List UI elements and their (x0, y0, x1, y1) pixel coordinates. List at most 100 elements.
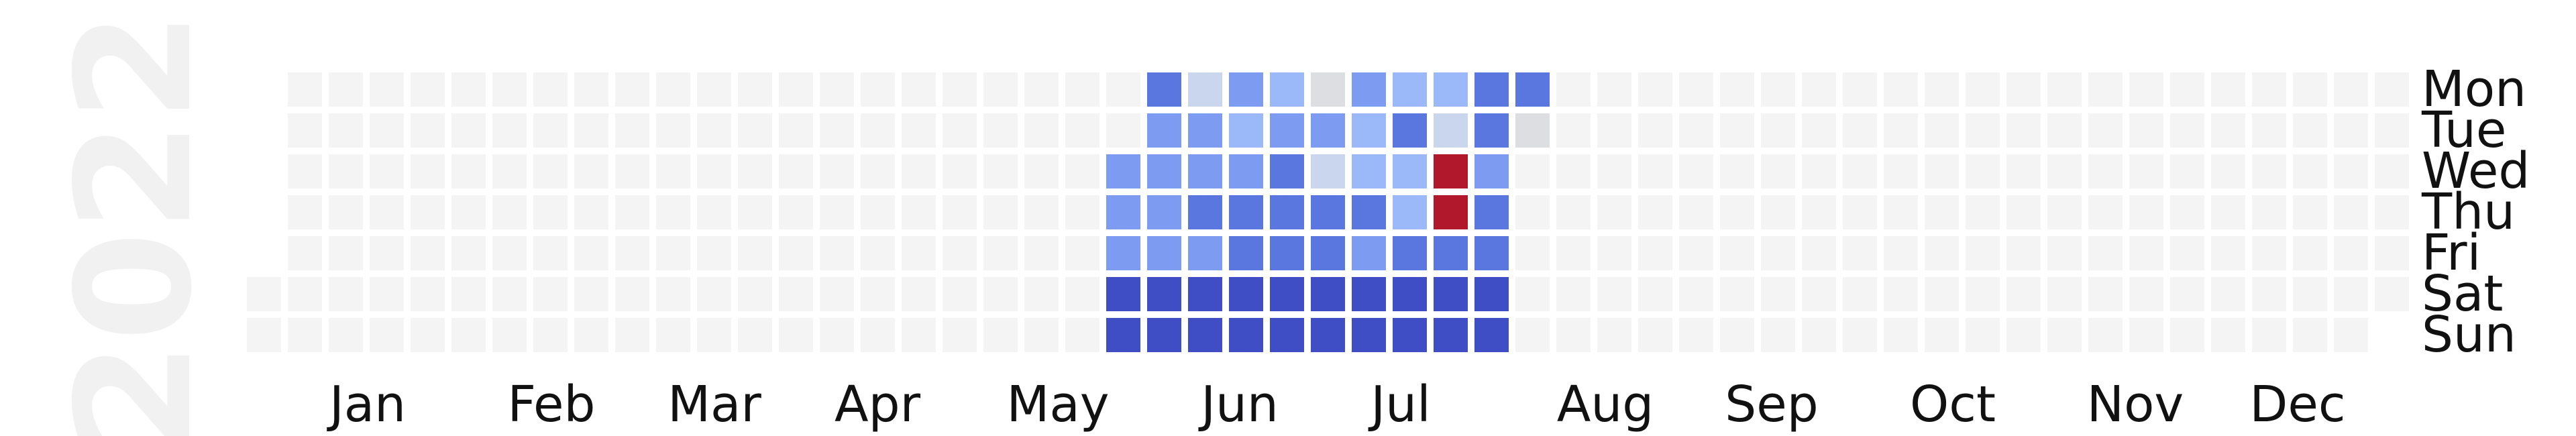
day-cell-2022-06-09 (1188, 195, 1222, 229)
day-cell-2022-08-21 (1597, 318, 1631, 352)
day-cell-2022-02-21 (574, 72, 608, 107)
day-cell-2022-12-21 (2334, 154, 2368, 188)
day-cell-2022-05-16 (1065, 72, 1099, 107)
day-cell-2022-08-18 (1597, 195, 1631, 229)
day-cell-2022-05-29 (1106, 318, 1140, 352)
day-cell-2022-04-03 (779, 318, 813, 352)
day-cell-2022-05-17 (1065, 113, 1099, 148)
day-cell-2022-12-31 (2375, 277, 2409, 311)
day-cell-2022-08-19 (1597, 236, 1631, 270)
day-cell-2022-04-18 (902, 72, 936, 107)
day-cell-2022-08-16 (1597, 113, 1631, 148)
day-cell-2022-11-09 (2088, 154, 2123, 188)
day-cell-2022-12-30 (2375, 236, 2409, 270)
year-label: 2022 (42, 11, 227, 436)
day-cell-2022-12-04 (2211, 318, 2245, 352)
day-cell-2022-10-26 (2006, 154, 2041, 188)
month-label-jul: Jul (1368, 376, 1430, 433)
day-cell-2022-11-03 (2047, 195, 2082, 229)
day-cell-2022-06-10 (1188, 236, 1222, 270)
day-cell-2022-07-22 (1434, 236, 1468, 270)
day-cell-2022-03-02 (615, 154, 649, 188)
day-cell-2022-03-29 (779, 113, 813, 148)
day-cell-2022-05-20 (1065, 236, 1099, 270)
day-cell-2022-05-23 (1106, 72, 1140, 107)
day-cell-2022-12-24 (2334, 277, 2368, 311)
day-cell-2022-06-30 (1311, 195, 1345, 229)
day-cell-2022-06-13 (1229, 72, 1263, 107)
day-cell-2022-09-07 (1720, 154, 1754, 188)
month-label-jun: Jun (1198, 376, 1279, 433)
day-cell-2022-02-28 (615, 72, 649, 107)
day-cell-2022-06-03 (1147, 236, 1181, 270)
day-cell-2022-05-05 (983, 195, 1018, 229)
day-cell-2022-11-10 (2088, 195, 2123, 229)
day-cell-2022-02-17 (533, 195, 568, 229)
day-cell-2022-10-06 (1884, 195, 1918, 229)
day-cell-2022-08-07 (1515, 318, 1550, 352)
day-cell-2022-04-29 (943, 236, 977, 270)
day-cell-2022-09-19 (1802, 72, 1836, 107)
day-cell-2022-11-02 (2047, 154, 2082, 188)
day-cell-2022-04-06 (820, 154, 854, 188)
day-cell-2022-07-30 (1474, 277, 1509, 311)
day-cell-2022-04-22 (902, 236, 936, 270)
weekday-label-tue: Tue (2421, 101, 2506, 159)
day-cell-2022-03-24 (738, 195, 772, 229)
weekday-label-wed: Wed (2422, 142, 2530, 200)
weekday-label-thu: Thu (2421, 183, 2515, 241)
day-cell-2022-11-26 (2170, 277, 2204, 311)
day-cell-2022-09-23 (1802, 236, 1836, 270)
day-cell-2022-08-24 (1638, 154, 1672, 188)
day-cell-2022-12-11 (2252, 318, 2286, 352)
day-cell-2022-10-28 (2006, 236, 2041, 270)
day-cell-2022-08-14 (1556, 318, 1591, 352)
day-cell-2022-05-01 (943, 318, 977, 352)
day-cell-2022-06-25 (1270, 277, 1304, 311)
day-cell-2022-04-02 (779, 277, 813, 311)
day-cell-2022-01-19 (370, 154, 404, 188)
month-label-jan: Jan (327, 376, 406, 433)
day-cell-2022-07-17 (1393, 318, 1427, 352)
day-cell-2022-05-26 (1106, 195, 1140, 229)
day-cell-2022-02-22 (574, 113, 608, 148)
day-cell-2022-12-12 (2293, 72, 2327, 107)
day-cell-2022-04-23 (902, 277, 936, 311)
day-cell-2022-06-22 (1270, 154, 1304, 188)
day-cell-2022-06-20 (1270, 72, 1304, 107)
day-cell-2022-05-25 (1106, 154, 1140, 188)
day-cell-2022-09-26 (1843, 72, 1877, 107)
day-cell-2022-05-08 (983, 318, 1018, 352)
day-cell-2022-11-29 (2211, 113, 2245, 148)
day-cell-2022-04-19 (902, 113, 936, 148)
day-cell-2022-11-05 (2047, 277, 2082, 311)
day-cell-2022-01-12 (329, 154, 363, 188)
day-cell-2022-01-13 (329, 195, 363, 229)
day-cell-2022-06-07 (1188, 113, 1222, 148)
day-cell-2022-02-09 (492, 154, 527, 188)
day-cell-2022-11-07 (2088, 72, 2123, 107)
day-cell-2022-06-15 (1229, 154, 1263, 188)
day-cell-2022-04-26 (943, 113, 977, 148)
day-cell-2022-08-25 (1638, 195, 1672, 229)
day-cell-2022-01-18 (370, 113, 404, 148)
day-cell-2022-11-16 (2129, 154, 2163, 188)
day-cell-2022-07-02 (1311, 277, 1345, 311)
day-cell-2022-12-10 (2252, 277, 2286, 311)
day-cell-2022-04-24 (902, 318, 936, 352)
day-cell-2022-09-25 (1802, 318, 1836, 352)
day-cell-2022-06-18 (1229, 277, 1263, 311)
month-label-mar: Mar (667, 376, 761, 433)
day-cell-2022-09-06 (1720, 113, 1754, 148)
day-cell-2022-12-02 (2211, 236, 2245, 270)
day-cell-2022-11-19 (2129, 277, 2163, 311)
day-cell-2022-05-11 (1024, 154, 1059, 188)
day-cell-2022-07-07 (1352, 195, 1386, 229)
day-cell-2022-11-23 (2170, 154, 2204, 188)
day-cell-2022-12-22 (2334, 195, 2368, 229)
month-label-oct: Oct (1910, 376, 1996, 433)
day-cell-2022-02-25 (574, 236, 608, 270)
day-cell-2022-11-14 (2129, 72, 2163, 107)
day-cell-2022-10-09 (1884, 318, 1918, 352)
day-cell-2022-07-26 (1474, 113, 1509, 148)
